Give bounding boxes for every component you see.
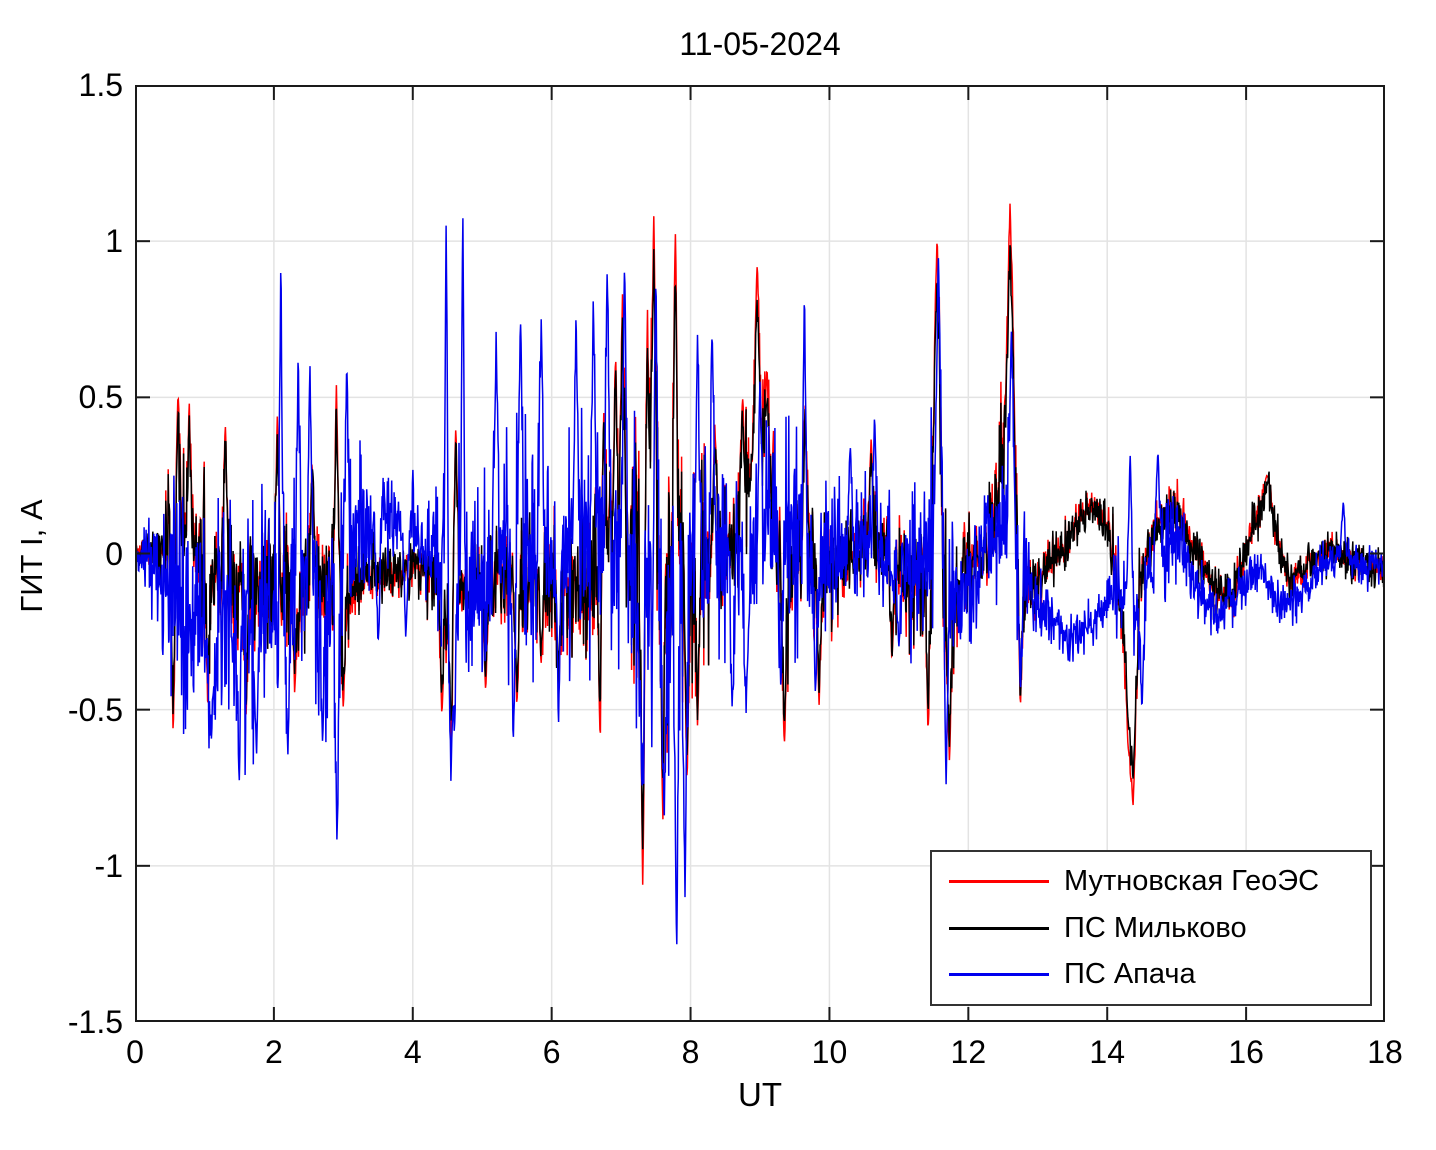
x-tick-label: 16 xyxy=(1228,1034,1264,1070)
y-tick-label: -1 xyxy=(94,847,123,884)
x-tick-label: 0 xyxy=(126,1034,144,1070)
y-tick-label: -1.5 xyxy=(67,1004,123,1040)
x-tick-label: 2 xyxy=(264,1034,283,1070)
axes-frame xyxy=(135,85,1385,1022)
x-tick-label: 6 xyxy=(542,1034,561,1070)
legend: Мутновская ГеоЭС ПС Мильково ПС Апача xyxy=(930,850,1372,1006)
chart-title: 11-05-2024 xyxy=(679,26,841,62)
x-tick-label: 18 xyxy=(1367,1034,1403,1070)
x-axis-label: UT xyxy=(738,1076,782,1113)
y-tick-label: 0.5 xyxy=(78,379,123,416)
legend-line-swatch-mutnovskaya-geoes xyxy=(949,880,1049,884)
x-tick-label: 12 xyxy=(950,1034,987,1070)
legend-item-ps-milkovo: ПС Мильково xyxy=(932,912,1370,945)
legend-item-mutnovskaya-geoes: Мутновская ГеоЭС xyxy=(932,865,1370,898)
y-tick-label: 1.5 xyxy=(78,67,123,103)
series-line-ps-apacha xyxy=(135,218,1385,945)
x-tick-label: 4 xyxy=(403,1034,422,1070)
legend-line-swatch-ps-apacha xyxy=(949,972,1049,976)
legend-item-ps-apacha: ПС Апача xyxy=(932,958,1370,991)
legend-label: ПС Апача xyxy=(1064,957,1196,990)
legend-line-swatch-ps-milkovo xyxy=(949,926,1049,930)
x-tick-label: 8 xyxy=(681,1034,700,1070)
legend-label: Мутновская ГеоЭС xyxy=(1064,865,1320,898)
x-tick-label: 14 xyxy=(1089,1034,1126,1070)
y-tick-label: 1 xyxy=(105,223,123,260)
legend-label: ПС Мильково xyxy=(1064,911,1247,944)
x-tick-label: 10 xyxy=(811,1034,848,1070)
y-tick-label: -0.5 xyxy=(67,691,123,728)
y-tick-label: 0 xyxy=(105,535,123,572)
